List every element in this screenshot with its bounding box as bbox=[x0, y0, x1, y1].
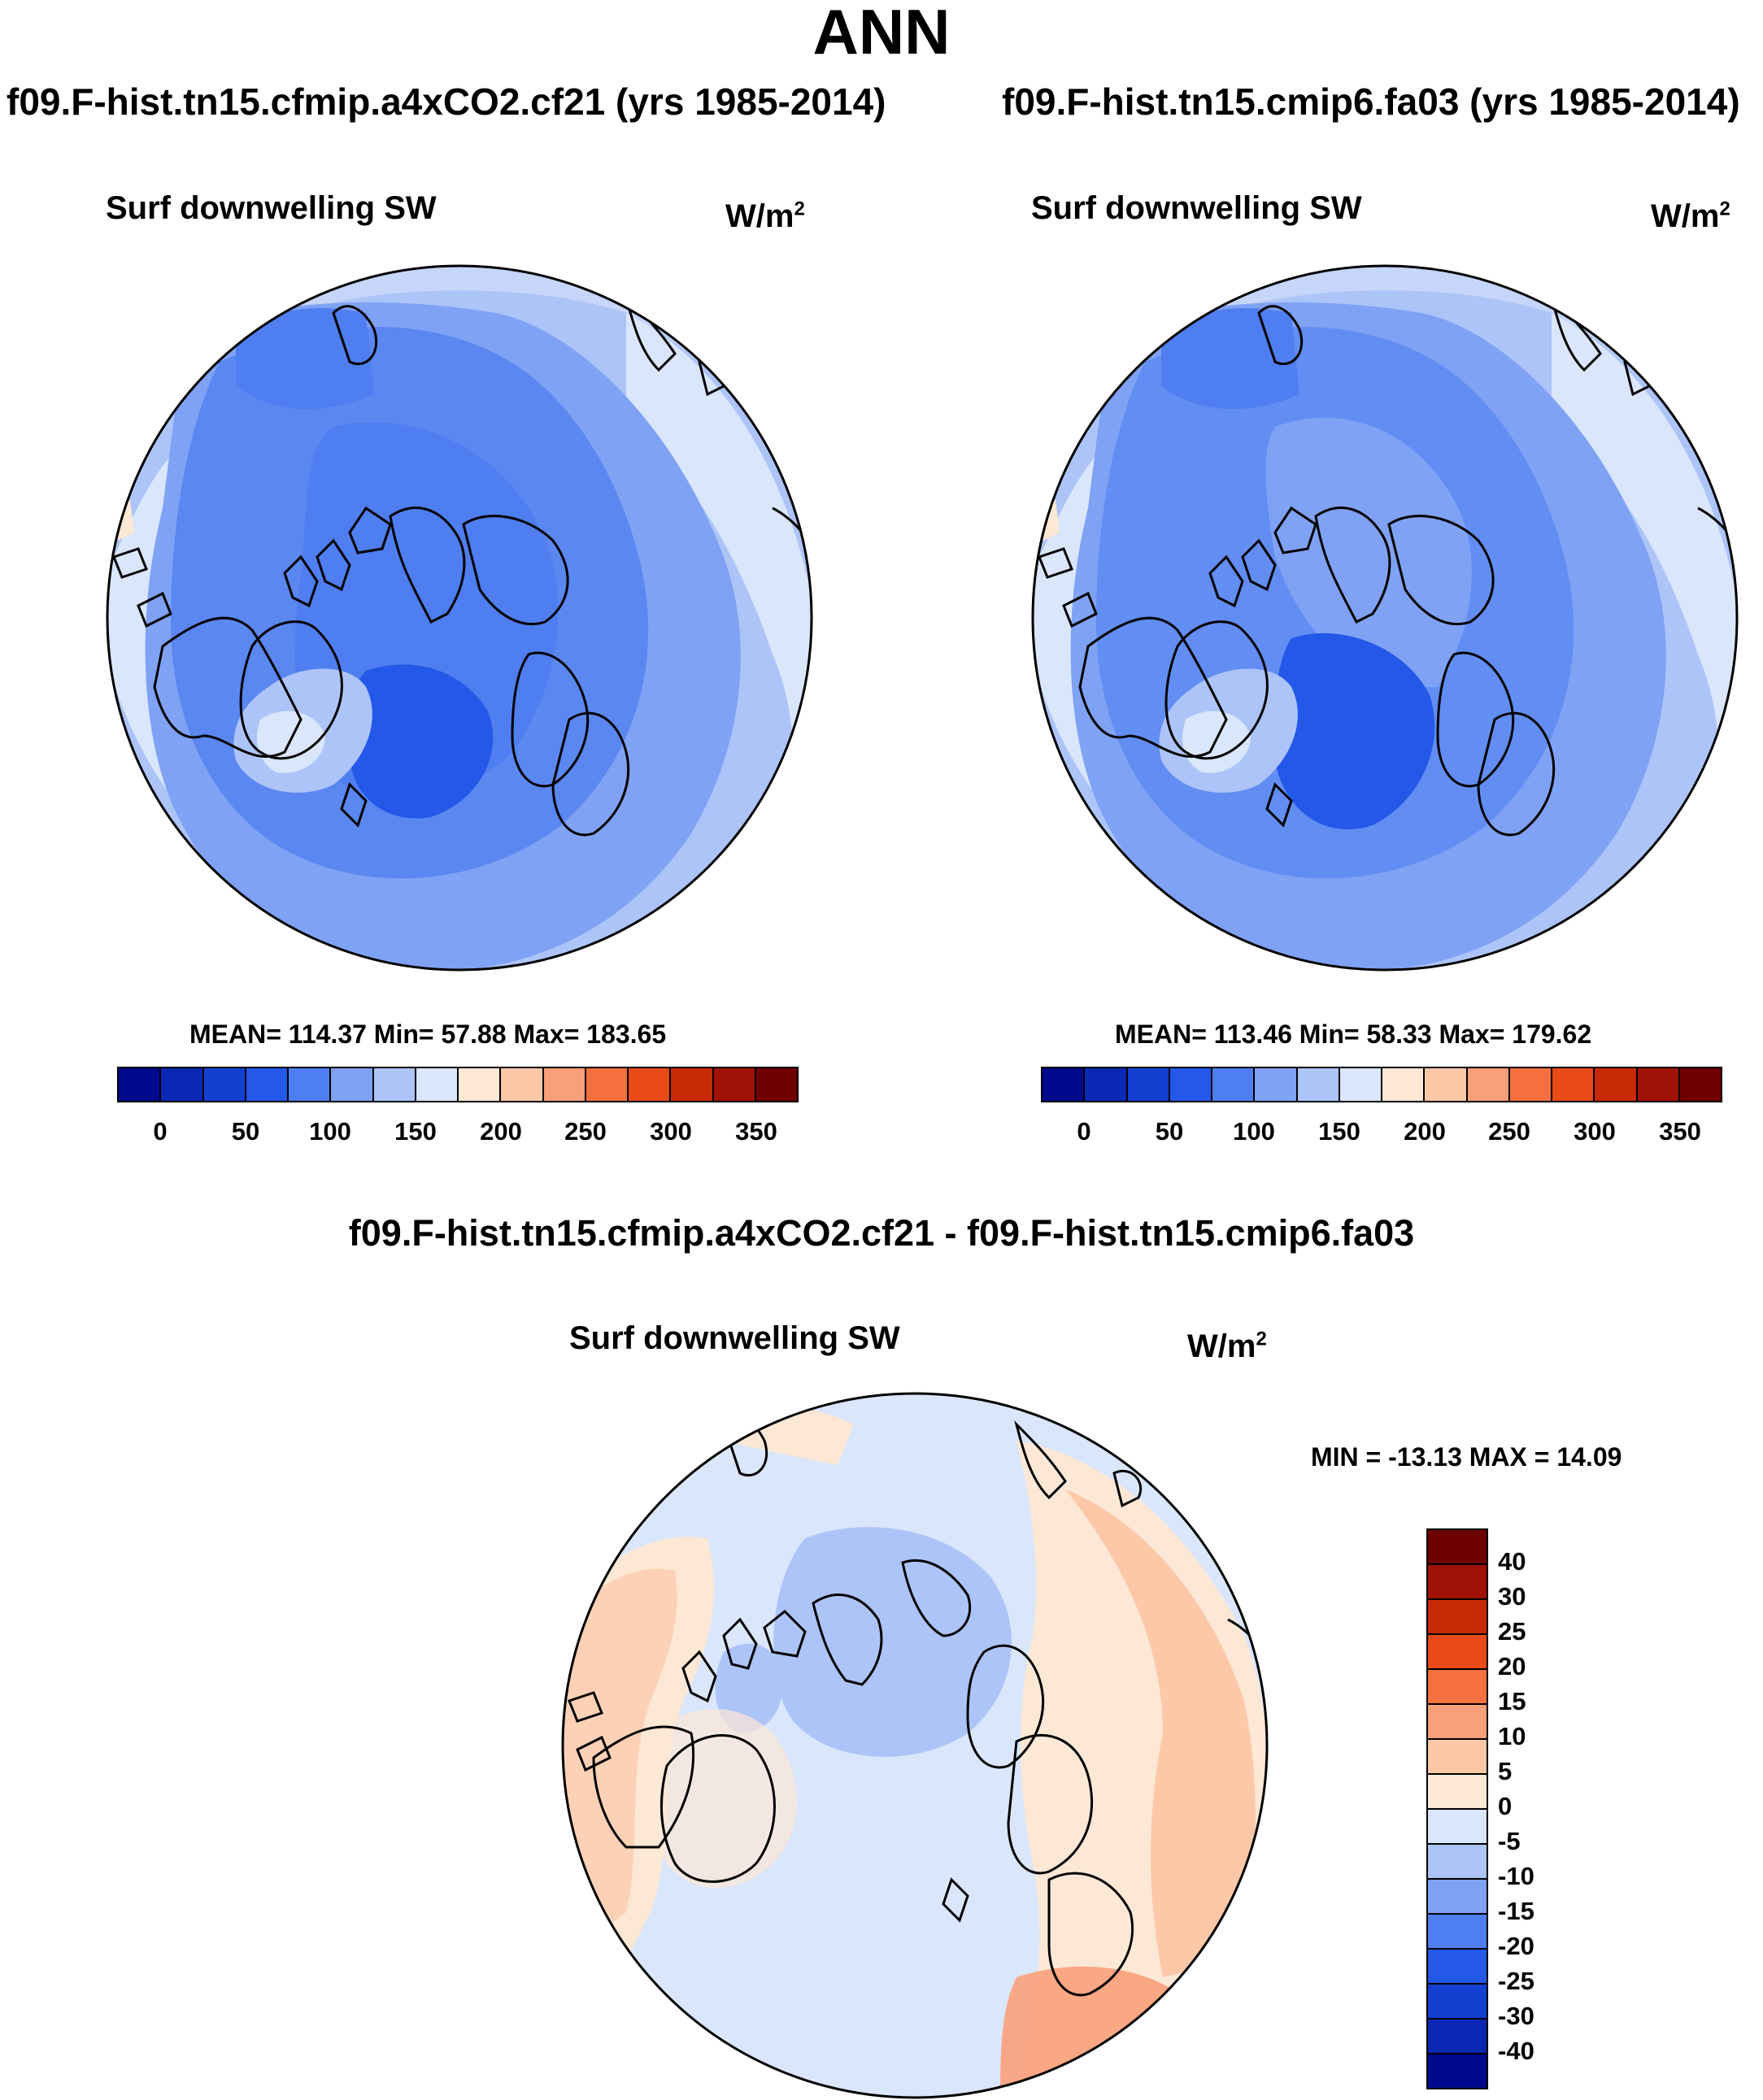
right-colorbar-label: 100 bbox=[1233, 1117, 1275, 1146]
diff-colorbar-label: 15 bbox=[1498, 1687, 1526, 1715]
colorbar-swatch bbox=[1428, 1670, 1487, 1705]
colorbar-swatch bbox=[1085, 1068, 1128, 1101]
right-colorbar-label: 50 bbox=[1155, 1117, 1184, 1146]
colorbar-swatch bbox=[1428, 1915, 1487, 1950]
colorbar-swatch bbox=[459, 1068, 502, 1101]
colorbar-swatch bbox=[713, 1068, 756, 1101]
colorbar-swatch bbox=[1255, 1068, 1298, 1101]
diff-variable-label: Surf downwelling SW bbox=[569, 1320, 900, 1356]
colorbar-swatch bbox=[1043, 1068, 1086, 1101]
left-colorbar-label: 300 bbox=[650, 1117, 692, 1146]
colorbar-swatch bbox=[289, 1068, 332, 1101]
colorbar-swatch bbox=[1637, 1068, 1680, 1101]
diff-colorbar-label: 0 bbox=[1498, 1792, 1513, 1820]
left-case-title: f09.F-hist.tn15.cfmip.a4xCO2.cf21 (yrs 1… bbox=[7, 80, 886, 123]
right-colorbar-label: 250 bbox=[1488, 1117, 1530, 1146]
colorbar-swatch bbox=[331, 1068, 374, 1101]
right-colorbar-label: 350 bbox=[1659, 1117, 1701, 1146]
left-colorbar-label: 200 bbox=[480, 1117, 522, 1146]
colorbar-swatch bbox=[1127, 1068, 1170, 1101]
colorbar-swatch bbox=[1428, 1810, 1487, 1845]
diff-colorbar-label: -20 bbox=[1498, 1932, 1534, 1960]
diff-case-title: f09.F-hist.tn15.cfmip.a4xCO2.cf21 - f09.… bbox=[348, 1212, 1415, 1254]
diff-colorbar-label: -30 bbox=[1498, 2002, 1534, 2030]
right-variable-label: Surf downwelling SW bbox=[1031, 190, 1362, 226]
left-stats: MEAN= 114.37 Min= 57.88 Max= 183.65 bbox=[189, 1020, 667, 1049]
colorbar-swatch bbox=[755, 1068, 797, 1101]
colorbar-swatch bbox=[1339, 1068, 1382, 1101]
colorbar-swatch bbox=[1428, 1600, 1487, 1635]
right-colorbar bbox=[1041, 1067, 1722, 1102]
colorbar-swatch bbox=[373, 1068, 416, 1101]
right-case-title: f09.F-hist.tn15.cmip6.fa03 (yrs 1985-201… bbox=[1002, 80, 1740, 123]
right-stats: MEAN= 113.46 Min= 58.33 Max= 179.62 bbox=[1115, 1020, 1592, 1049]
colorbar-swatch bbox=[416, 1068, 459, 1101]
left-colorbar bbox=[117, 1067, 799, 1102]
colorbar-swatch bbox=[629, 1068, 672, 1101]
left-colorbar-label: 50 bbox=[231, 1117, 260, 1146]
colorbar-swatch bbox=[119, 1068, 162, 1101]
colorbar-swatch bbox=[1428, 1635, 1487, 1670]
colorbar-swatch bbox=[1509, 1068, 1552, 1101]
colorbar-swatch bbox=[671, 1068, 714, 1101]
colorbar-swatch bbox=[1428, 1775, 1487, 1810]
diff-colorbar-label: 5 bbox=[1498, 1757, 1513, 1785]
left-colorbar-label: 0 bbox=[153, 1117, 168, 1146]
left-colorbar-label: 150 bbox=[394, 1117, 437, 1146]
diff-colorbar-label: 20 bbox=[1498, 1652, 1526, 1680]
colorbar-swatch bbox=[246, 1068, 289, 1101]
left-variable-label: Surf downwelling SW bbox=[106, 190, 437, 226]
diff-colorbar-label: 40 bbox=[1498, 1547, 1526, 1576]
colorbar-swatch bbox=[501, 1068, 544, 1101]
colorbar-swatch bbox=[161, 1068, 204, 1101]
right-colorbar-label: 0 bbox=[1077, 1117, 1091, 1146]
diff-colorbar-label: 10 bbox=[1498, 1722, 1526, 1750]
right-polar-map bbox=[1031, 264, 1739, 972]
colorbar-swatch bbox=[203, 1068, 246, 1101]
colorbar-swatch bbox=[1428, 2020, 1487, 2054]
right-colorbar-label: 150 bbox=[1318, 1117, 1360, 1146]
left-units-label: W/m2 bbox=[725, 198, 805, 234]
colorbar-swatch bbox=[1428, 1705, 1487, 1740]
colorbar-swatch bbox=[1428, 1845, 1487, 1880]
diff-colorbar-label: -40 bbox=[1498, 2037, 1534, 2065]
diff-colorbar-label: -15 bbox=[1498, 1897, 1534, 1925]
colorbar-swatch bbox=[1382, 1068, 1426, 1101]
diff-units-label: W/m2 bbox=[1187, 1328, 1267, 1364]
colorbar-swatch bbox=[1679, 1068, 1721, 1101]
colorbar-swatch bbox=[1169, 1068, 1212, 1101]
colorbar-swatch bbox=[1428, 1950, 1487, 1985]
colorbar-swatch bbox=[1212, 1068, 1256, 1101]
colorbar-swatch bbox=[1467, 1068, 1510, 1101]
left-colorbar-label: 350 bbox=[735, 1117, 777, 1146]
page-title: ANN bbox=[812, 0, 951, 67]
colorbar-swatch bbox=[585, 1068, 629, 1101]
colorbar-swatch bbox=[1428, 1880, 1487, 1915]
left-colorbar-label: 250 bbox=[564, 1117, 607, 1146]
right-colorbar-label: 300 bbox=[1574, 1117, 1616, 1146]
diff-colorbar bbox=[1426, 1528, 1488, 2089]
diff-colorbar-label: 30 bbox=[1498, 1582, 1526, 1611]
colorbar-swatch bbox=[1595, 1068, 1638, 1101]
colorbar-swatch bbox=[1552, 1068, 1595, 1101]
right-colorbar-label: 200 bbox=[1404, 1117, 1446, 1146]
diff-colorbar-label: 25 bbox=[1498, 1617, 1526, 1646]
diff-stats: MIN = -13.13 MAX = 14.09 bbox=[1311, 1442, 1622, 1472]
colorbar-swatch bbox=[1428, 1985, 1487, 2020]
diff-colorbar-label: -10 bbox=[1498, 1862, 1534, 1890]
colorbar-swatch bbox=[1428, 1530, 1487, 1565]
left-colorbar-label: 100 bbox=[309, 1117, 351, 1146]
colorbar-swatch bbox=[1428, 1565, 1487, 1600]
colorbar-swatch bbox=[1425, 1068, 1468, 1101]
diff-colorbar-label: -5 bbox=[1498, 1827, 1521, 1855]
diff-colorbar-label: -25 bbox=[1498, 1967, 1534, 1995]
colorbar-swatch bbox=[1297, 1068, 1340, 1101]
diff-polar-map bbox=[561, 1392, 1269, 2099]
left-polar-map bbox=[106, 264, 813, 972]
colorbar-swatch bbox=[1428, 1740, 1487, 1775]
colorbar-swatch bbox=[1428, 2054, 1487, 2088]
right-units-label: W/m2 bbox=[1651, 198, 1730, 234]
colorbar-swatch bbox=[543, 1068, 586, 1101]
